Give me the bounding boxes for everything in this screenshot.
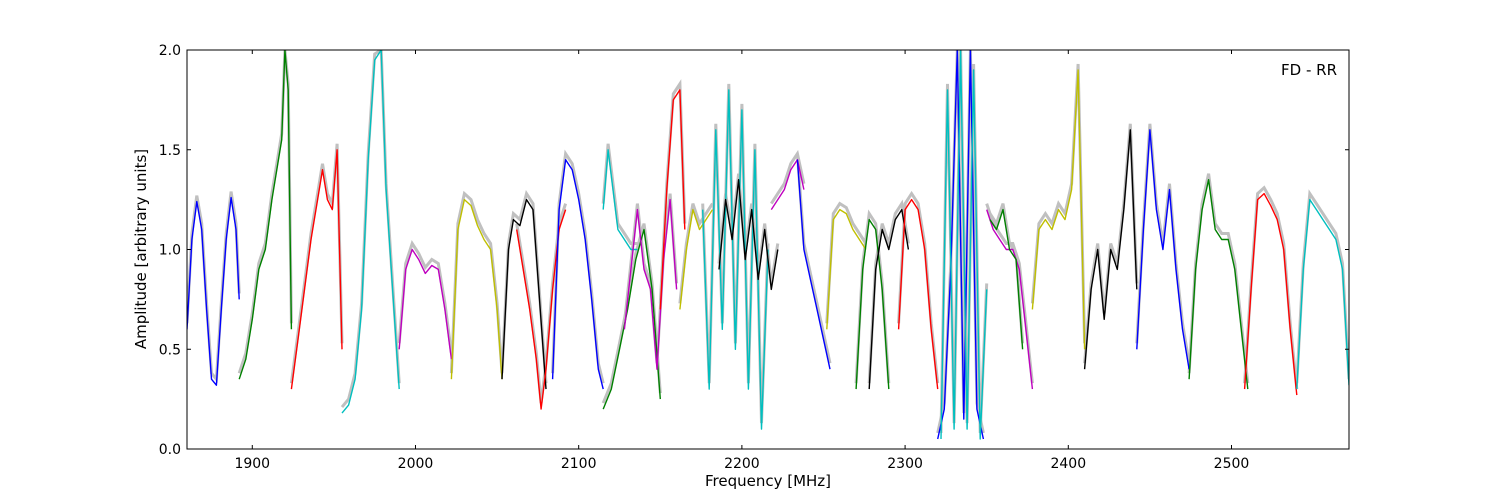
series-group <box>187 50 1349 440</box>
series-segment-1 <box>187 196 240 386</box>
y-tick-label: 0.0 <box>159 442 181 458</box>
chart-annotation: FD - RR <box>1281 61 1337 79</box>
x-tick-label: 2100 <box>561 456 597 472</box>
series-segment-2 <box>238 50 293 380</box>
series-segment-6 <box>450 198 503 380</box>
background-segment-21 <box>867 199 910 384</box>
series-segment-20 <box>855 218 890 390</box>
series-segment-24 <box>940 50 988 440</box>
background-segment-5 <box>397 240 453 354</box>
x-tick-label: 2300 <box>887 456 923 472</box>
background-segment-11 <box>601 223 662 404</box>
series-segment-32 <box>1296 198 1349 390</box>
series-segment-18 <box>796 159 831 370</box>
series-segment-4 <box>341 50 400 414</box>
y-tick-label: 1.5 <box>159 143 181 159</box>
series-segment-14 <box>679 208 714 310</box>
x-axis-label: Frequency [MHz] <box>705 472 831 490</box>
series-segment-10 <box>602 149 638 251</box>
y-tick-label: 1.0 <box>159 243 181 259</box>
x-tick-label: 2500 <box>1214 456 1250 472</box>
series-segment-22 <box>897 198 939 390</box>
background-segment-1 <box>187 191 241 384</box>
background-segment-19 <box>825 201 868 324</box>
series-segment-17 <box>770 159 805 210</box>
series-segment-30 <box>1188 179 1249 390</box>
series-segment-5 <box>398 248 453 360</box>
background-segment-10 <box>601 143 638 245</box>
x-tick-label: 2400 <box>1050 456 1086 472</box>
series-segment-12 <box>623 198 678 370</box>
series-segment-21 <box>868 208 910 390</box>
series-segment-9 <box>551 159 604 390</box>
series-segment-19 <box>826 208 867 330</box>
x-tick-label: 2000 <box>398 456 434 472</box>
series-segment-31 <box>1243 192 1298 396</box>
series-segment-7 <box>501 198 547 390</box>
x-tick-label: 2200 <box>724 456 760 472</box>
series-segment-3 <box>290 149 343 390</box>
series-segment-28 <box>1083 129 1138 370</box>
series-segment-15 <box>702 89 769 430</box>
series-segment-27 <box>1031 69 1086 350</box>
series-segment-16 <box>718 179 779 291</box>
y-tick-label: 2.0 <box>159 43 181 59</box>
series-segment-13 <box>659 89 686 310</box>
y-axis-label: Amplitude [arbitrary units] <box>132 149 150 349</box>
series-segment-29 <box>1136 129 1190 370</box>
series-segment-26 <box>989 208 1024 350</box>
series-segment-23 <box>937 50 985 440</box>
y-tick-label: 0.5 <box>159 342 181 358</box>
x-tick-label: 1900 <box>234 456 270 472</box>
axis-ticks: 1900 2000 2100 2200 2300 2400 2500 0.0 0.5 1.0 1.5… <box>159 43 1349 472</box>
series-segment-11 <box>602 228 661 410</box>
